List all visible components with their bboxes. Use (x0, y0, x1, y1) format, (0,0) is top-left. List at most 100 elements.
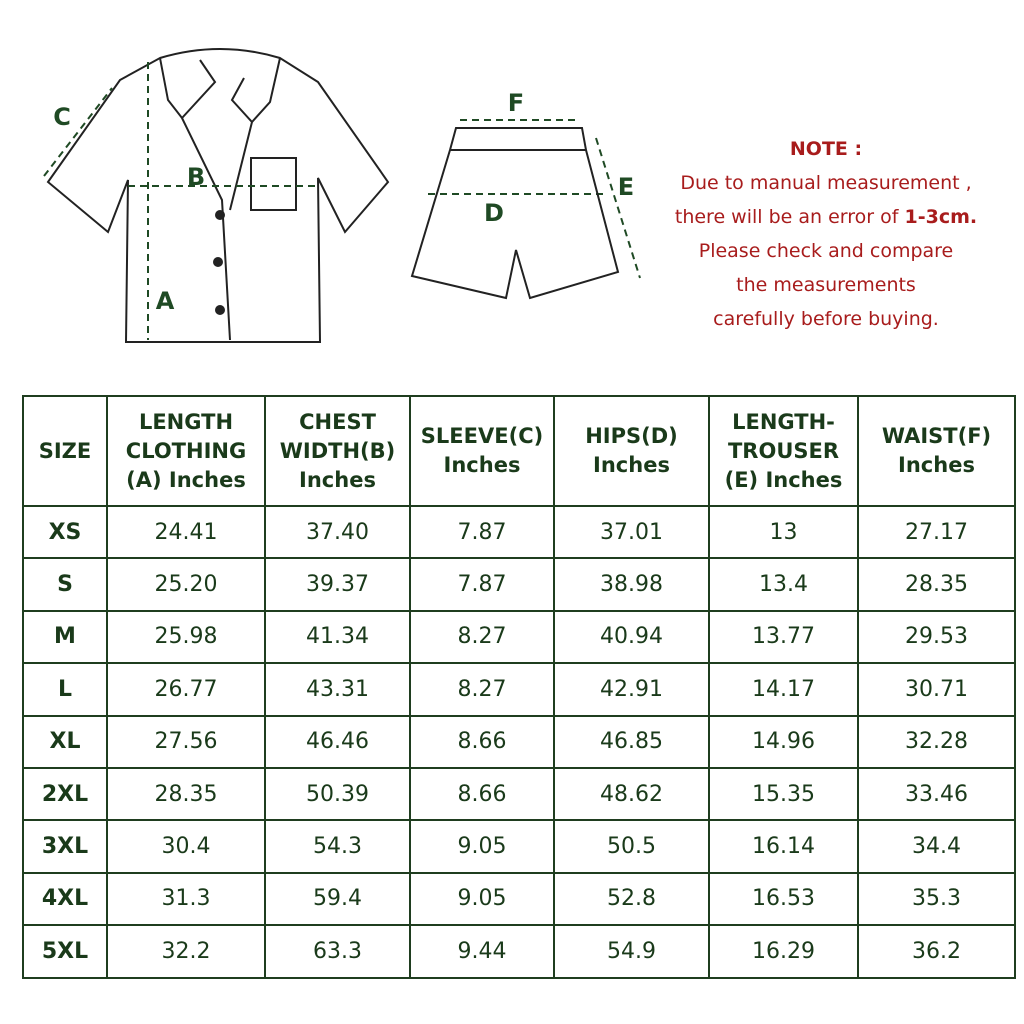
cell: 14.96 (708, 714, 859, 769)
header-cell: HIPS(D) Inches (553, 395, 710, 507)
size-cell: XS (22, 504, 108, 560)
cell: 8.66 (409, 714, 555, 769)
cell: 28.35 (857, 557, 1016, 612)
header-line: CLOTHING (125, 438, 247, 463)
cell: 33.46 (857, 766, 1016, 822)
note-line: there will be an error of 1-3cm. (640, 200, 1012, 234)
note-text: there will be an error of (674, 206, 899, 228)
measure-diagram: A B C D E F (43, 48, 641, 343)
label-b: B (187, 163, 205, 191)
note-bold: 1-3cm. (904, 206, 978, 228)
cell: 29.53 (857, 609, 1016, 665)
size-cell: 3XL (22, 819, 108, 874)
cell: 32.2 (106, 924, 266, 979)
size-cell: M (22, 609, 108, 665)
note: NOTE : Due to manual measurement , there … (640, 132, 1012, 336)
cell: 7.87 (409, 557, 555, 612)
header-line: SIZE (38, 438, 92, 463)
label-c: C (53, 103, 71, 131)
header-line: (E) Inches (724, 467, 843, 492)
cell: 30.4 (106, 819, 266, 874)
cell: 8.27 (409, 609, 555, 665)
table-row: XS 24.41 37.40 7.87 37.01 13 27.17 (22, 504, 1016, 560)
cell: 41.34 (264, 609, 411, 665)
note-text: Due to manual measurement , (680, 172, 972, 194)
note-text: Please check and compare (698, 240, 954, 262)
cell: 39.37 (264, 557, 411, 612)
cell: 13 (708, 504, 859, 560)
header-line: LENGTH- (732, 409, 835, 434)
size-cell: XL (22, 714, 108, 769)
cell: 63.3 (264, 924, 411, 979)
note-line: Please check and compare (640, 234, 1012, 268)
header-line: WAIST(F) (881, 424, 992, 448)
cell: 9.44 (409, 924, 555, 979)
cell: 54.3 (264, 819, 411, 874)
cell: 50.39 (264, 766, 411, 822)
header-line: WIDTH(B) (279, 438, 396, 463)
cell: 9.05 (409, 819, 555, 874)
cell: 14.17 (708, 662, 859, 717)
cell: 13.77 (708, 609, 859, 665)
shirt-pocket (250, 157, 297, 211)
size-cell: S (22, 557, 108, 612)
cell: 25.98 (106, 609, 266, 665)
cell: 59.4 (264, 871, 411, 927)
table-row: 2XL 28.35 50.39 8.66 48.62 15.35 33.46 (22, 766, 1016, 822)
table-row: 5XL 32.2 63.3 9.44 54.9 16.29 36.2 (22, 924, 1016, 979)
cell: 25.20 (106, 557, 266, 612)
cell: 40.94 (553, 609, 710, 665)
header-cell: SLEEVE(C) Inches (409, 395, 555, 507)
cell: 42.91 (553, 662, 710, 717)
header-line: (A) Inches (126, 467, 246, 492)
header-line: Inches (593, 453, 670, 477)
cell: 32.28 (857, 714, 1016, 769)
header-line: SLEEVE(C) (420, 424, 544, 448)
table-row: 4XL 31.3 59.4 9.05 52.8 16.53 35.3 (22, 871, 1016, 927)
cell: 8.27 (409, 662, 555, 717)
buttons (213, 210, 225, 315)
shirt-outline (46, 48, 390, 343)
cell: 50.5 (553, 819, 710, 874)
table-row: 3XL 30.4 54.3 9.05 50.5 16.14 34.4 (22, 819, 1016, 874)
cell: 16.53 (708, 871, 859, 927)
cell: 9.05 (409, 871, 555, 927)
measure-lines (43, 62, 641, 340)
table-row: M 25.98 41.34 8.27 40.94 13.77 29.53 (22, 609, 1016, 665)
size-cell: L (22, 662, 108, 717)
cell: 16.29 (708, 924, 859, 979)
note-line: the measurements (640, 268, 1012, 302)
cell: 30.71 (857, 662, 1016, 717)
cell: 52.8 (553, 871, 710, 927)
cell: 43.31 (264, 662, 411, 717)
cell: 46.46 (264, 714, 411, 769)
header-cell: SIZE (22, 395, 108, 507)
header-line: HIPS(D) (585, 424, 678, 448)
cell: 36.2 (857, 924, 1016, 979)
cell: 26.77 (106, 662, 266, 717)
size-table: SIZE LENGTH CLOTHING (A) Inches CHEST WIDTH(B… (22, 395, 1016, 979)
cell: 54.9 (553, 924, 710, 979)
cell: 7.87 (409, 504, 555, 560)
cell: 38.98 (553, 557, 710, 612)
header-line: Inches (443, 453, 521, 477)
header-cell: CHEST WIDTH(B) Inches (264, 395, 411, 507)
cell: 31.3 (106, 871, 266, 927)
note-line: Due to manual measurement , (640, 166, 1012, 200)
cell: 13.4 (708, 557, 859, 612)
label-d: D (484, 199, 504, 227)
cell: 35.3 (857, 871, 1016, 927)
cell: 37.40 (264, 504, 411, 560)
size-cell: 5XL (22, 924, 108, 979)
size-cell: 4XL (22, 871, 108, 927)
cell: 8.66 (409, 766, 555, 822)
table-row: L 26.77 43.31 8.27 42.91 14.17 30.71 (22, 662, 1016, 717)
label-a: A (156, 287, 175, 315)
size-cell: 2XL (22, 766, 108, 822)
table-row: XL 27.56 46.46 8.66 46.85 14.96 32.28 (22, 714, 1016, 769)
header-cell: WAIST(F) Inches (857, 395, 1016, 507)
table-row: S 25.20 39.37 7.87 38.98 13.4 28.35 (22, 557, 1016, 612)
cell: 27.56 (106, 714, 266, 769)
cell: 16.14 (708, 819, 859, 874)
